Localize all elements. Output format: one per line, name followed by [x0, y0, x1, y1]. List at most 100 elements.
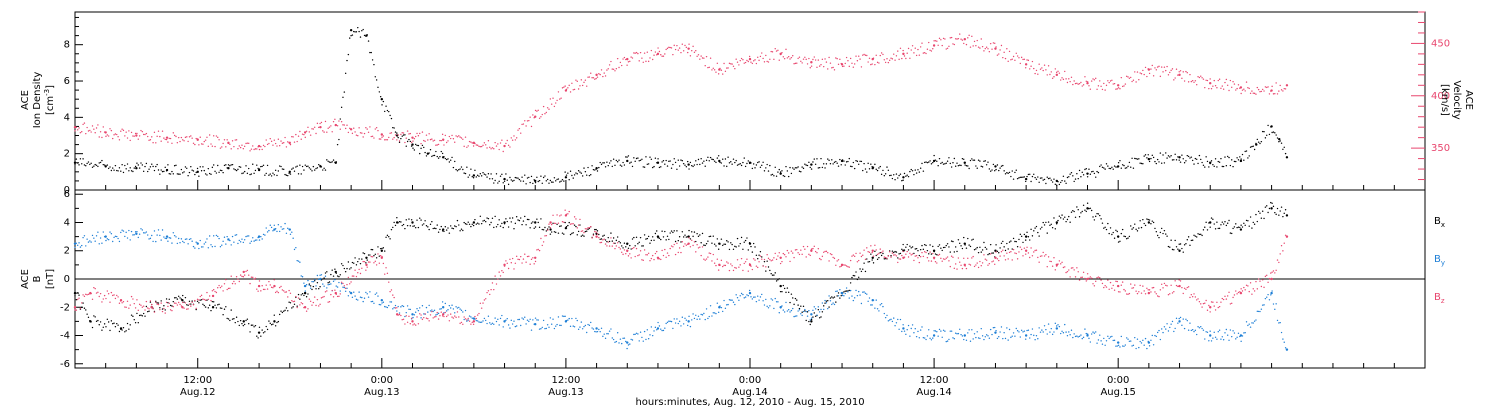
bz-dot	[911, 253, 914, 255]
bz-dot	[751, 268, 754, 271]
bx-dot	[898, 253, 900, 255]
bz-dot	[1201, 306, 1203, 308]
density-dot	[1267, 124, 1269, 127]
velocity-dot	[1066, 81, 1069, 84]
bx-dot	[766, 260, 768, 262]
bz-dot	[880, 251, 883, 254]
density-dot	[177, 173, 180, 175]
bx-dot	[833, 296, 836, 298]
bx-dot	[479, 215, 482, 217]
bx-dot	[642, 245, 644, 247]
density-dot	[1120, 167, 1123, 169]
velocity-dot	[1194, 80, 1197, 82]
bx-dot	[472, 224, 475, 227]
density-dot	[769, 164, 771, 167]
density-dot	[156, 163, 158, 166]
bx-dot	[291, 307, 293, 309]
bx-dot	[1113, 237, 1116, 239]
density-dot	[635, 157, 638, 160]
density-dot	[489, 178, 491, 180]
bz-dot	[1058, 260, 1061, 262]
bx-dot	[989, 243, 992, 246]
density-dot	[862, 169, 864, 172]
bx-dot	[883, 258, 886, 260]
bx-dot	[136, 312, 138, 315]
bx-dot	[319, 286, 321, 288]
density-dot	[515, 177, 518, 179]
bx-dot	[808, 320, 810, 323]
density-dot	[1233, 160, 1236, 163]
bx-dot	[858, 276, 860, 278]
bz-dot	[355, 275, 358, 278]
bx-dot	[985, 248, 988, 250]
by-dot	[439, 308, 441, 310]
density-dot	[705, 159, 708, 162]
by-dot	[1050, 327, 1052, 330]
bz-dot	[942, 258, 945, 260]
bz-dot	[747, 270, 749, 272]
density-dot	[163, 170, 165, 173]
bx-dot	[542, 229, 545, 231]
density-dot	[530, 175, 533, 178]
density-dot	[537, 180, 539, 183]
bx-dot	[300, 294, 302, 296]
velocity-dot	[1204, 86, 1206, 89]
velocity-dot	[451, 134, 453, 137]
velocity-dot	[677, 49, 679, 51]
velocity-dot	[147, 135, 149, 138]
bz-dot	[511, 257, 514, 260]
bx-dot	[513, 228, 515, 230]
bx-dot	[76, 292, 79, 294]
bx-dot	[645, 238, 647, 240]
velocity-dot	[631, 57, 634, 59]
velocity-dot	[126, 137, 129, 139]
bz-dot	[118, 302, 121, 304]
density-dot	[300, 173, 302, 175]
velocity-dot	[76, 129, 79, 131]
velocity-dot	[396, 139, 398, 141]
bz-dot	[313, 296, 316, 298]
density-dot	[358, 30, 360, 33]
velocity-dot	[1033, 67, 1035, 70]
by-dot	[328, 283, 331, 286]
velocity-dot	[550, 103, 553, 105]
bz-dot	[798, 253, 801, 256]
bx-dot	[953, 251, 956, 253]
velocity-dot	[941, 44, 943, 47]
by-dot	[344, 290, 347, 293]
bx-dot	[730, 242, 732, 244]
bx-dot	[783, 287, 786, 290]
bz-dot	[735, 267, 737, 269]
velocity-dot	[1115, 88, 1117, 90]
velocity-dot	[194, 143, 196, 146]
bz-dot	[494, 275, 496, 277]
bx-dot	[1282, 215, 1284, 218]
bz-dot	[755, 265, 758, 267]
bx-dot	[810, 318, 813, 321]
bx-dot	[157, 302, 160, 304]
density-dot	[1113, 165, 1116, 167]
bz-dot	[311, 304, 313, 306]
bz-dot	[715, 264, 717, 267]
bz-dot	[616, 242, 619, 244]
density-dot	[401, 135, 403, 137]
by-dot	[646, 329, 649, 331]
bz-dot	[1138, 291, 1140, 293]
bz-dot	[923, 251, 926, 253]
velocity-dot	[157, 130, 160, 132]
density-point	[1178, 156, 1181, 159]
bz-dot	[767, 257, 770, 260]
bz-dot	[413, 323, 416, 325]
velocity-dot	[295, 133, 297, 136]
velocity-dot	[806, 63, 809, 65]
velocity-dot	[1268, 93, 1271, 95]
density-dot	[1143, 155, 1145, 157]
velocity-dot	[1259, 91, 1261, 93]
velocity-dot	[813, 56, 815, 58]
bz-dot	[849, 259, 852, 262]
bz-dot	[1116, 280, 1118, 283]
by-dot	[559, 324, 561, 327]
density-dot	[323, 167, 325, 169]
by-dot	[239, 241, 242, 243]
